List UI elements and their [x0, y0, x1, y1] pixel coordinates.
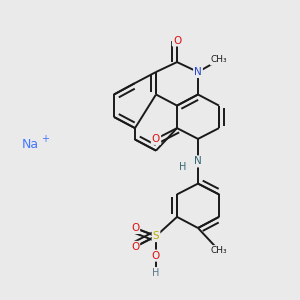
Text: O: O [131, 223, 139, 233]
Text: CH₃: CH₃ [211, 246, 227, 255]
Text: O: O [152, 134, 160, 144]
Text: S: S [153, 231, 159, 241]
Text: H: H [179, 161, 187, 172]
Text: O: O [131, 242, 139, 252]
Text: Na: Na [21, 137, 39, 151]
Text: O: O [152, 250, 160, 261]
Text: +: + [41, 134, 49, 145]
Text: H: H [152, 268, 160, 278]
Text: N: N [194, 156, 202, 167]
Text: N: N [194, 67, 202, 77]
Text: O: O [173, 35, 181, 46]
Text: CH₃: CH₃ [211, 56, 227, 64]
